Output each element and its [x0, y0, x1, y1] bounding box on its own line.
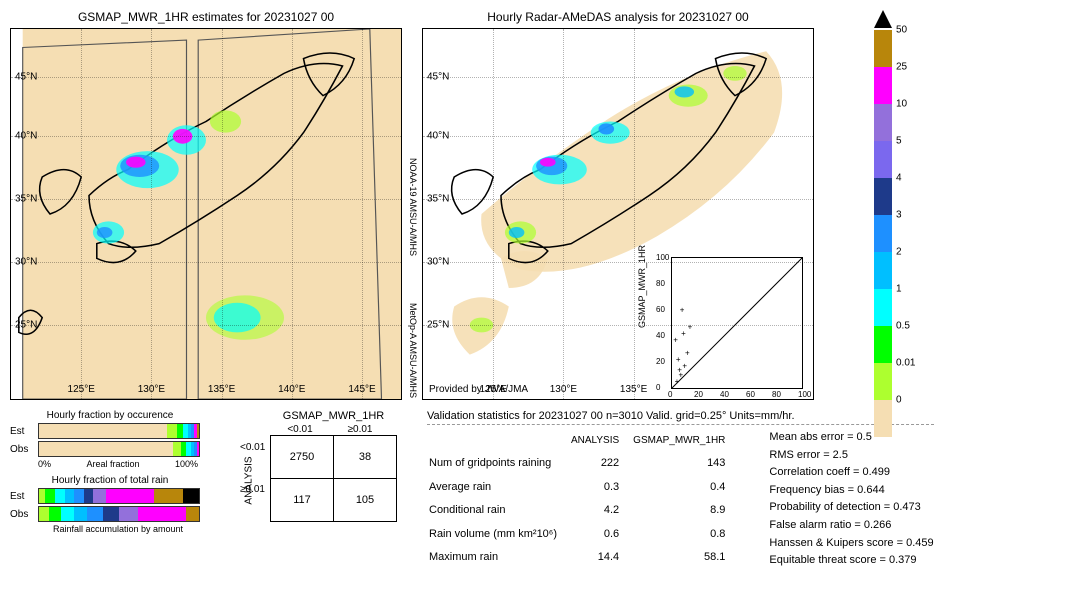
left-map-box: 45°N40°N35°N30°N25°N125°E130°E135°E140°E… [10, 28, 402, 400]
svg-text:+: + [681, 329, 686, 338]
cont-cell-01: 38 [334, 436, 397, 479]
right-map-title: Hourly Radar-AMeDAS analysis for 2023102… [422, 10, 814, 24]
stats-panel: Validation statistics for 20231027 00 n=… [427, 410, 934, 570]
row-header-0: <0.01 [240, 442, 265, 453]
contingency-panel: GSMAP_MWR_1HR <0.01 ≥0.01 275038 117105 … [270, 410, 397, 522]
stats-columns: ANALYSISGSMAP_MWR_1HR Num of gridpoints … [427, 429, 934, 570]
axis-title: Rainfall accumulation by amount [53, 524, 183, 534]
occurrence-est-bar [38, 423, 200, 439]
stats-scores-list: Mean abs error = 0.5RMS error = 2.5Corre… [769, 429, 933, 570]
total-axis: Rainfall accumulation by amount [38, 524, 198, 534]
top-row: GSMAP_MWR_1HR estimates for 20231027 00 [10, 10, 1070, 400]
svg-text:+: + [685, 349, 690, 358]
stats-col-0: ANALYSIS [571, 431, 631, 451]
col-header-0: <0.01 [270, 424, 330, 435]
left-map-panel: GSMAP_MWR_1HR estimates for 20231027 00 [10, 10, 402, 400]
axis-title: Areal fraction [86, 459, 139, 469]
contingency-side-label: ANALYSIS [244, 456, 255, 504]
obs-label: Obs [10, 509, 38, 520]
contingency-col-headers: <0.01 ≥0.01 [270, 424, 397, 435]
occurrence-title: Hourly fraction by occurence [10, 410, 210, 421]
stats-col-1: GSMAP_MWR_1HR [633, 431, 737, 451]
cont-cell-00: 2750 [271, 436, 334, 479]
stats-table: ANALYSISGSMAP_MWR_1HR Num of gridpoints … [427, 429, 739, 570]
total-title: Hourly fraction of total rain [10, 475, 210, 486]
bottom-row: Hourly fraction by occurence Est Obs 0% … [10, 410, 1070, 570]
occurrence-axis: 0% Areal fraction 100% [38, 459, 198, 469]
cont-cell-11: 105 [334, 479, 397, 522]
svg-text:+: + [682, 362, 687, 371]
obs-label: Obs [10, 444, 38, 455]
left-map-title: GSMAP_MWR_1HR estimates for 20231027 00 [10, 10, 402, 24]
total-est-bar [38, 488, 200, 504]
svg-text:+: + [676, 355, 681, 364]
occurrence-est-row: Est [10, 423, 210, 439]
col-header-1: ≥0.01 [330, 424, 390, 435]
colorbar: 502510543210.50.010 [874, 30, 892, 400]
total-est-row: Est [10, 488, 210, 504]
axis-min: 0% [38, 459, 51, 469]
cont-cell-10: 117 [271, 479, 334, 522]
right-map-box: Provided by JWA/JMA ++++++++++0020204040… [422, 28, 814, 400]
est-label: Est [10, 426, 38, 437]
scatter-plot: ++++++++++002020404060608080100100ANALYS… [671, 257, 803, 389]
row-header-1: ≥0.01 [240, 484, 265, 495]
est-label: Est [10, 491, 38, 502]
colorbar-arrow-icon [874, 10, 892, 28]
contingency-table: 275038 117105 [270, 435, 397, 522]
total-obs-row: Obs [10, 506, 210, 522]
svg-text:+: + [688, 323, 693, 332]
stats-title: Validation statistics for 20231027 00 n=… [427, 410, 934, 425]
svg-text:+: + [677, 365, 682, 374]
axis-max: 100% [175, 459, 198, 469]
svg-text:+: + [673, 336, 678, 345]
occurrence-obs-bar [38, 441, 200, 457]
svg-text:+: + [680, 306, 685, 315]
occurrence-obs-row: Obs [10, 441, 210, 457]
right-map-panel: Hourly Radar-AMeDAS analysis for 2023102… [422, 10, 814, 400]
contingency-title: GSMAP_MWR_1HR [270, 410, 397, 422]
total-obs-bar [38, 506, 200, 522]
fraction-panel: Hourly fraction by occurence Est Obs 0% … [10, 410, 210, 534]
